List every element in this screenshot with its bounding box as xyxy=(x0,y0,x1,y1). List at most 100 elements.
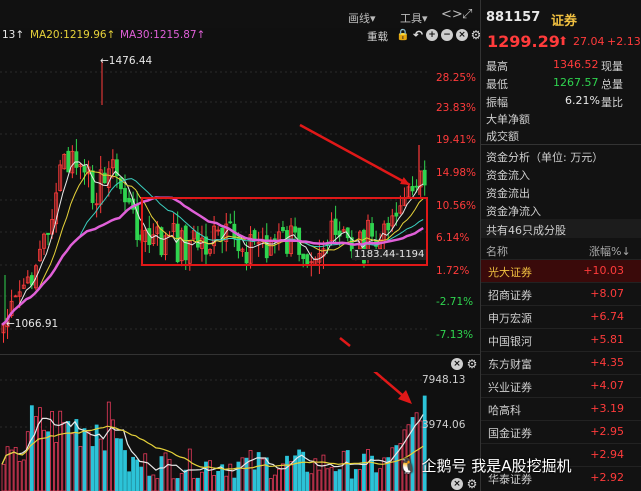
tools-menu[interactable]: 工具▾ xyxy=(400,12,428,25)
candle-body xyxy=(25,276,30,284)
price-axis-tick: 10.56% xyxy=(436,200,477,212)
volume-bar xyxy=(386,457,391,491)
constituent-name: 华泰证券 xyxy=(488,473,532,486)
volume-gear-icon[interactable]: ⚙ xyxy=(466,357,478,371)
volume-bar xyxy=(151,474,156,491)
candle-body xyxy=(94,203,99,206)
ma-prefix: 13↑ xyxy=(2,29,25,41)
volume-bar xyxy=(240,457,245,491)
volume-bar xyxy=(305,471,310,491)
arrow-head xyxy=(400,177,410,185)
bottom-gear-icon[interactable]: ⚙ xyxy=(466,477,478,491)
volume-close-icon[interactable]: × xyxy=(451,358,463,370)
candle-body xyxy=(46,232,50,235)
index-code: 881157 xyxy=(486,10,541,25)
undo-icon[interactable]: ↶ xyxy=(412,28,424,42)
candle-body xyxy=(62,154,67,170)
candle-body xyxy=(127,197,131,203)
volume-bar xyxy=(301,451,306,491)
candle-body xyxy=(86,166,91,175)
candle-body xyxy=(38,248,42,262)
constituent-row[interactable]: 申万宏源 +6.74 xyxy=(481,305,641,329)
volume-bar xyxy=(159,456,164,491)
price-axis-tick: -2.71% xyxy=(436,296,474,308)
range-box-label: 1183.44-1194 xyxy=(352,249,427,260)
amplitude-label: 振幅 xyxy=(486,96,508,109)
constituent-row[interactable]: 国金证券 +2.95 xyxy=(481,420,641,444)
col-name-header[interactable]: 名称 xyxy=(486,245,508,258)
volume-divider xyxy=(0,354,480,355)
volume-bar xyxy=(54,442,59,491)
volume-bar xyxy=(106,401,111,491)
close-icon[interactable]: × xyxy=(456,29,468,41)
candle-body xyxy=(264,235,269,259)
volume-bar xyxy=(102,450,107,491)
constituent-change: +3.19 xyxy=(590,402,624,415)
constituents-header xyxy=(481,219,641,238)
volume-bar xyxy=(66,421,71,491)
gear-icon[interactable]: ⚙ xyxy=(470,28,482,42)
candle-body xyxy=(191,230,196,240)
constituent-row[interactable]: 中国银河 +5.81 xyxy=(481,328,641,352)
constituent-row[interactable]: 招商证券 +8.07 xyxy=(481,282,641,306)
candle-body xyxy=(58,164,63,191)
volume-bar xyxy=(179,473,184,491)
volume-bar xyxy=(25,431,30,491)
volume-bar xyxy=(115,438,119,491)
volume-bar xyxy=(244,457,249,491)
volume-bar xyxy=(281,463,285,491)
constituent-row[interactable]: 兴业证券 +4.07 xyxy=(481,374,641,398)
volume-bar xyxy=(333,471,338,491)
now-vol-label: 现量 xyxy=(601,60,623,73)
constituent-name: 光大证券 xyxy=(488,266,532,279)
volume-bar xyxy=(127,471,131,491)
vol-ratio-label: 量比 xyxy=(601,96,623,109)
volume-bar xyxy=(325,468,330,491)
candle-body xyxy=(163,235,168,256)
constituent-row[interactable]: +2.94 xyxy=(481,443,641,467)
volume-bar xyxy=(70,433,75,491)
volume-bar xyxy=(29,405,34,491)
volume-bar xyxy=(200,471,204,491)
zoom-in-icon[interactable]: + xyxy=(426,29,438,41)
volume-bar xyxy=(337,469,342,491)
draw-line-menu[interactable]: 画线▾ xyxy=(348,12,376,25)
collapse-icon[interactable]: <> xyxy=(441,7,463,22)
zoom-out-icon[interactable]: − xyxy=(441,29,453,41)
bottom-close-icon[interactable]: × xyxy=(451,478,463,490)
candle-body xyxy=(34,265,38,289)
constituent-row[interactable]: 哈高科 +3.19 xyxy=(481,397,641,421)
volume-bar xyxy=(119,438,123,491)
constituent-change: +2.95 xyxy=(590,425,624,438)
fullscreen-icon[interactable]: ⤢ xyxy=(462,7,473,22)
fund-inflow-label: 资金流入 xyxy=(486,169,530,182)
candle-body xyxy=(155,226,160,234)
constituents-title: 共有46只成分股 xyxy=(486,224,566,237)
constituent-row[interactable]: 华泰证券 +2.92 xyxy=(481,466,641,490)
candle-body xyxy=(345,227,350,239)
volume-bar xyxy=(276,468,281,491)
candle-body xyxy=(386,222,391,231)
price-axis-tick: 6.14% xyxy=(436,232,470,244)
price-axis-tick: 23.83% xyxy=(436,102,477,114)
volume-bar xyxy=(123,450,127,491)
lock-icon[interactable]: 🔒 xyxy=(396,28,410,41)
volume-bar xyxy=(349,478,354,491)
candle-body xyxy=(410,185,415,192)
moving-average-line xyxy=(1,170,424,326)
candle-body xyxy=(151,234,156,244)
volume-bar xyxy=(317,469,322,491)
constituent-row[interactable]: 光大证券 +10.03 xyxy=(481,259,641,283)
volume-bar xyxy=(260,458,265,491)
volume-bar xyxy=(183,469,188,491)
volume-bar xyxy=(268,478,273,491)
volume-bar xyxy=(167,458,172,491)
constituent-row[interactable]: 东方财富 +4.35 xyxy=(481,351,641,375)
col-change-header[interactable]: 涨幅%↓ xyxy=(589,245,631,258)
kline-chart-area[interactable]: 画线▾ 工具▾ <> ⤢ 13↑ MA20:1219.96↑ MA30:1215… xyxy=(0,0,482,491)
constituent-name: 申万宏源 xyxy=(488,312,532,325)
candle-body xyxy=(195,232,200,248)
low-annotation: ←1066.91 xyxy=(6,318,59,330)
restore-button[interactable]: 重载 xyxy=(367,31,388,43)
volume-bar xyxy=(309,473,314,491)
